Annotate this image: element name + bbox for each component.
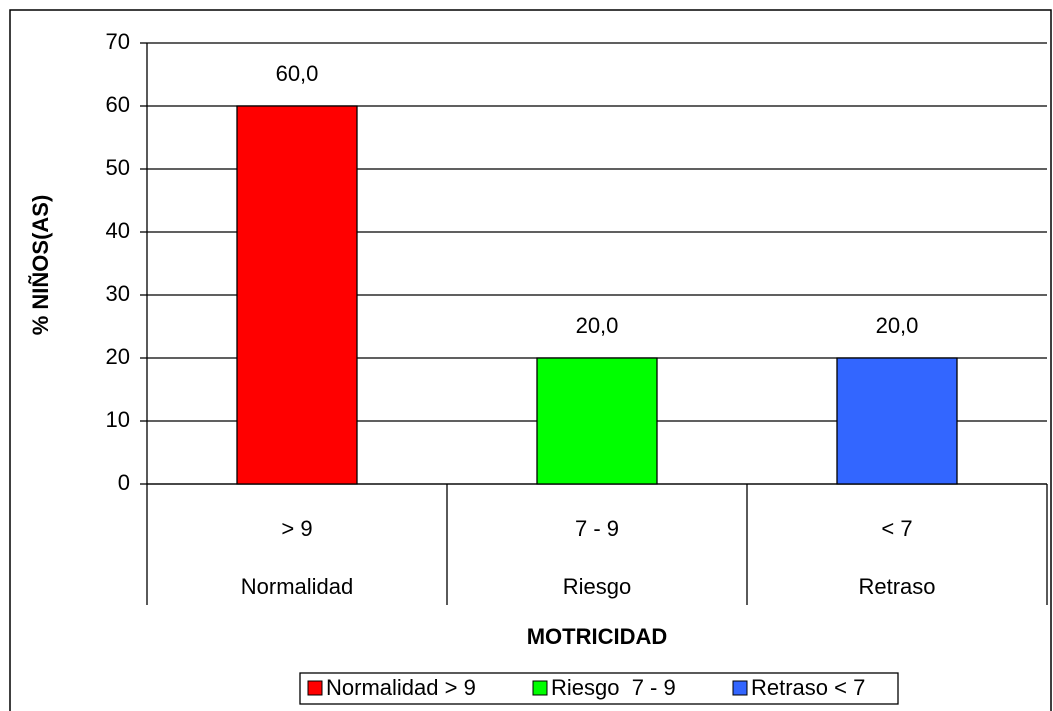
x-tick-label: < 7 [881, 516, 912, 541]
legend-swatch [732, 680, 748, 696]
value-label: 60,0 [276, 61, 319, 86]
x-tick-label: 7 - 9 [575, 516, 619, 541]
bar [236, 105, 358, 485]
y-tick-label: 40 [106, 218, 130, 243]
y-tick-label: 10 [106, 407, 130, 432]
y-axis-title: % NIÑOS(AS) [28, 195, 53, 336]
x-group-label: Retraso [858, 574, 935, 599]
legend-label: Riesgo 7 - 9 [551, 675, 676, 700]
value-label: 20,0 [876, 313, 919, 338]
legend-label: Normalidad > 9 [326, 675, 476, 700]
legend-label: Retraso < 7 [751, 675, 865, 700]
x-group-label: Riesgo [563, 574, 631, 599]
legend-swatch [307, 680, 323, 696]
value-label: 20,0 [576, 313, 619, 338]
x-group-label: Normalidad [241, 574, 354, 599]
x-axis-title: MOTRICIDAD [527, 624, 668, 649]
y-tick-label: 60 [106, 92, 130, 117]
bar [836, 357, 958, 485]
legend-swatch [532, 680, 548, 696]
x-tick-label: > 9 [281, 516, 312, 541]
bar [536, 357, 658, 485]
y-tick-label: 20 [106, 344, 130, 369]
y-tick-label: 30 [106, 281, 130, 306]
y-tick-label: 0 [118, 470, 130, 495]
legend-box [299, 672, 899, 705]
y-tick-label: 50 [106, 155, 130, 180]
y-tick-label: 70 [106, 29, 130, 54]
